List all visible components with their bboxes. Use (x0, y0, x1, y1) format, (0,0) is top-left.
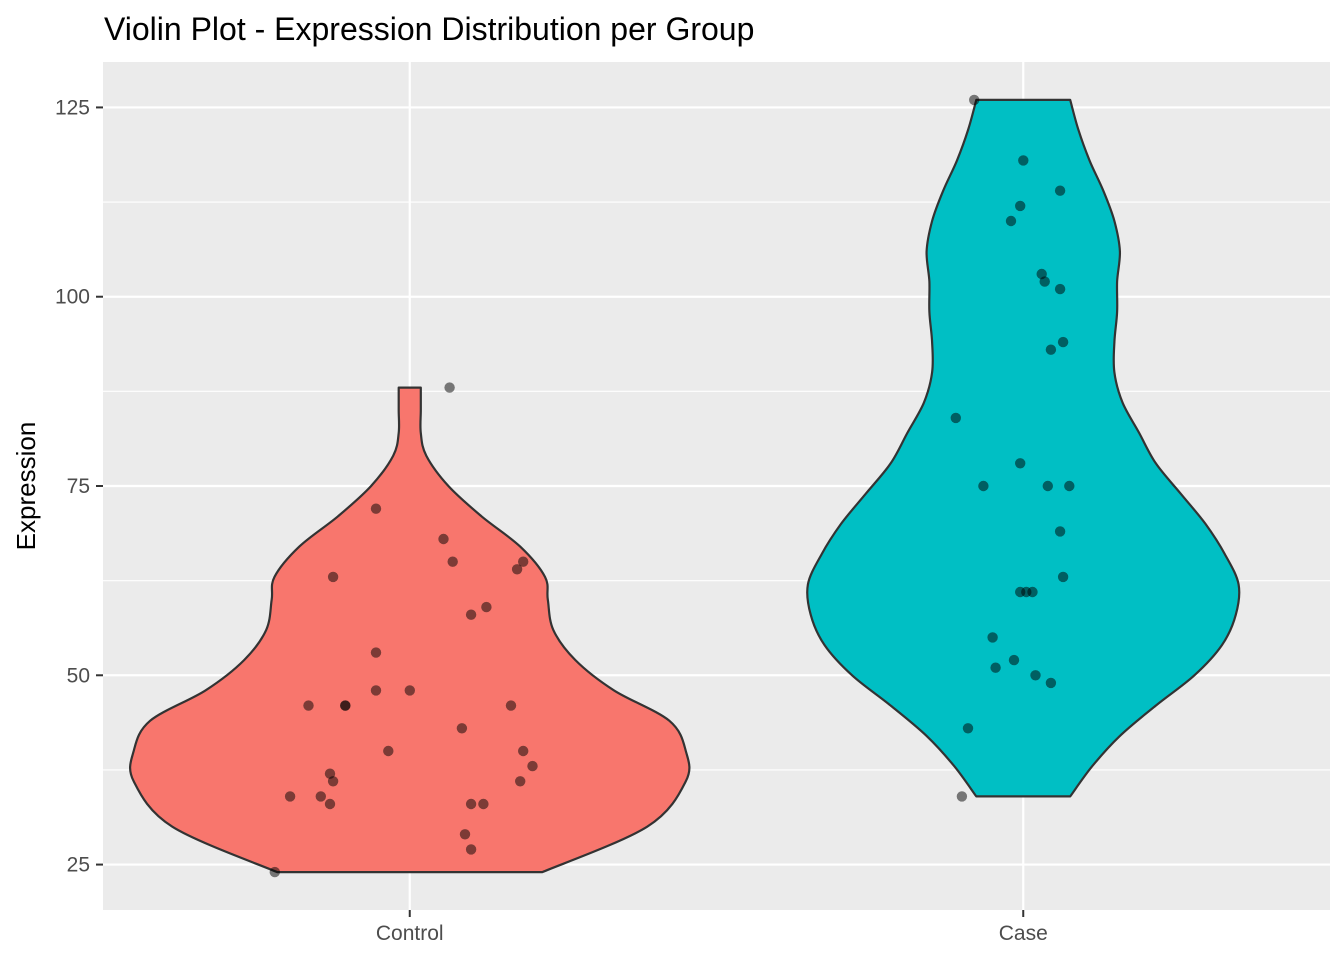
data-point (444, 382, 455, 393)
data-point (370, 647, 382, 658)
data-point (962, 723, 974, 734)
data-point (1054, 283, 1066, 295)
x-tick-label: Control (376, 922, 444, 945)
data-point (1015, 200, 1026, 212)
data-point (950, 412, 961, 424)
data-point (1005, 215, 1017, 227)
data-point (1045, 677, 1057, 689)
data-point (370, 685, 382, 696)
data-point (1036, 268, 1047, 280)
data-point (447, 556, 458, 567)
data-point (465, 844, 477, 855)
data-point (404, 685, 415, 696)
data-point (515, 776, 526, 787)
data-point (1057, 571, 1069, 583)
data-point (478, 798, 489, 810)
data-point (1030, 670, 1041, 681)
data-point (518, 745, 529, 757)
y-tick-label: 100 (55, 286, 90, 309)
data-point (370, 503, 382, 514)
data-point (505, 700, 517, 711)
data-point (340, 700, 351, 711)
data-point (1042, 480, 1054, 492)
data-point (324, 798, 336, 810)
data-point (1054, 185, 1066, 196)
data-point (315, 791, 326, 802)
data-point (327, 571, 339, 583)
x-tick-label: Case (999, 922, 1048, 945)
data-point (481, 601, 492, 613)
data-point (511, 564, 523, 575)
data-point (969, 94, 980, 106)
data-point (303, 700, 314, 711)
data-point (459, 829, 471, 840)
data-point (1057, 336, 1069, 348)
data-point (1045, 344, 1057, 355)
data-point (438, 533, 449, 545)
data-point (324, 768, 336, 779)
y-tick-label: 50 (67, 664, 90, 687)
data-point (1008, 654, 1020, 666)
data-point (1054, 526, 1066, 537)
data-point (956, 791, 968, 802)
data-point (284, 791, 296, 802)
y-axis-label: Expression (11, 422, 41, 551)
violin-control (129, 386, 691, 874)
data-point (518, 556, 529, 567)
y-axis: 25 50 75 100 125 (55, 96, 103, 877)
x-axis: Control Case (376, 910, 1048, 945)
data-point (1027, 586, 1038, 598)
data-point (1064, 480, 1075, 492)
y-tick-label: 125 (55, 96, 90, 119)
data-point (1015, 458, 1026, 469)
data-point (465, 798, 477, 810)
data-point (527, 760, 538, 772)
y-tick-label: 25 (67, 854, 90, 877)
data-point (383, 745, 394, 757)
data-point (269, 866, 280, 878)
data-point (456, 723, 468, 734)
chart-title: Violin Plot - Expression Distribution pe… (104, 11, 754, 47)
jitter-points (269, 94, 1075, 878)
data-point (987, 632, 998, 643)
data-point (465, 609, 477, 620)
data-point (990, 662, 1001, 673)
data-point (1018, 155, 1029, 166)
data-point (978, 480, 989, 492)
y-tick-label: 75 (67, 475, 90, 498)
